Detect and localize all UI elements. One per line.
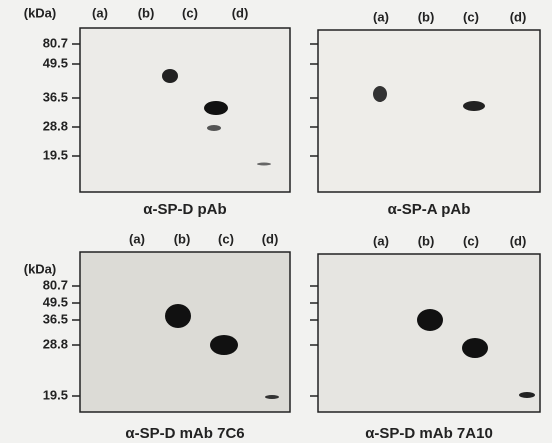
band xyxy=(463,101,485,111)
band xyxy=(373,86,387,102)
panel-caption: α-SP-D mAb 7A10 xyxy=(365,425,493,442)
lane-label: (b) xyxy=(174,231,191,246)
marker-label: 80.7 xyxy=(43,35,68,50)
band xyxy=(265,395,279,399)
band xyxy=(207,125,221,131)
lane-label: (b) xyxy=(418,9,435,24)
band xyxy=(519,392,535,398)
marker-label: 28.8 xyxy=(43,118,68,133)
lane-label: (c) xyxy=(463,9,479,24)
marker-label: 36.5 xyxy=(43,89,68,104)
lane-label: (a) xyxy=(373,233,389,248)
lane-label: (d) xyxy=(232,5,249,20)
blot-panel xyxy=(79,27,291,193)
marker-label: 19.5 xyxy=(43,387,68,402)
lane-label: (a) xyxy=(92,5,108,20)
panel-caption: α-SP-A pAb xyxy=(388,201,471,218)
blot-panel xyxy=(317,29,541,193)
lane-label: (c) xyxy=(218,231,234,246)
marker-label: 36.5 xyxy=(43,311,68,326)
band xyxy=(257,162,271,166)
band xyxy=(165,304,191,328)
lane-label: (d) xyxy=(510,233,527,248)
marker-label: 49.5 xyxy=(43,55,68,70)
lane-label: (c) xyxy=(463,233,479,248)
lane-label: (d) xyxy=(262,231,279,246)
band xyxy=(462,338,488,358)
lane-label: (a) xyxy=(373,9,389,24)
marker-label: 49.5 xyxy=(43,294,68,309)
panel-caption: α-SP-D mAb 7C6 xyxy=(125,425,244,442)
band xyxy=(162,69,178,83)
lane-label: (a) xyxy=(129,231,145,246)
lane-label: (b) xyxy=(138,5,155,20)
band xyxy=(417,309,443,331)
lane-label: (c) xyxy=(182,5,198,20)
blot-panel xyxy=(79,251,291,413)
marker-label: 80.7 xyxy=(43,277,68,292)
band xyxy=(210,335,238,355)
band xyxy=(204,101,228,115)
units-label: (kDa) xyxy=(24,5,57,20)
panel-caption: α-SP-D pAb xyxy=(143,201,226,218)
marker-label: 19.5 xyxy=(43,147,68,162)
blot-panel xyxy=(317,253,541,413)
lane-label: (b) xyxy=(418,233,435,248)
units-label: (kDa) xyxy=(24,261,57,276)
lane-label: (d) xyxy=(510,9,527,24)
marker-label: 28.8 xyxy=(43,336,68,351)
